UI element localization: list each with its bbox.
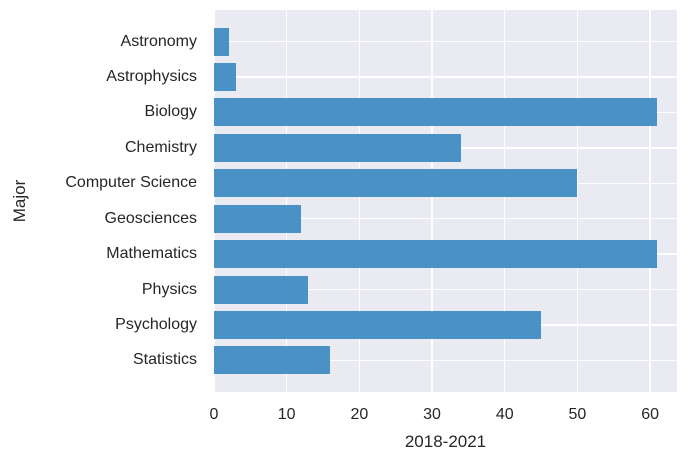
x-axis-label: 2018-2021 — [404, 432, 487, 451]
x-tick-label-60: 60 — [641, 406, 659, 423]
y-tick-label-biology: Biology — [144, 103, 197, 121]
bar-geosciences — [214, 204, 302, 233]
plot-area — [213, 10, 677, 392]
gridline-y-physics — [214, 288, 677, 291]
gridline-x-10 — [285, 10, 288, 392]
x-tick-label-20: 20 — [350, 406, 369, 423]
y-tick-label-physics: Physics — [141, 280, 197, 298]
y-tick-label-computer-science: Computer Science — [65, 174, 197, 192]
bar-chemistry — [214, 133, 462, 162]
bar-computer-science — [214, 169, 578, 198]
y-tick-label-chemistry: Chemistry — [124, 138, 197, 156]
gridline-x-20 — [358, 10, 361, 392]
bar-astrophysics — [214, 62, 236, 91]
x-tick-label-50: 50 — [568, 406, 587, 423]
x-tick-label-10: 10 — [277, 406, 296, 423]
gridline-x-40 — [503, 10, 506, 392]
gridline-x-50 — [576, 10, 579, 392]
bar-statistics — [214, 346, 331, 375]
y-tick-label-astronomy: Astronomy — [120, 32, 197, 50]
bar-mathematics — [214, 240, 658, 269]
x-tick-label-0: 0 — [209, 406, 219, 423]
gridline-x-60 — [649, 10, 651, 392]
y-tick-label-geosciences: Geosciences — [104, 209, 198, 227]
bar-astronomy — [214, 27, 229, 56]
y-tick-label-astrophysics: Astrophysics — [106, 67, 197, 85]
gridline-y-astrophysics — [214, 76, 677, 78]
x-tick-label-40: 40 — [495, 406, 514, 423]
y-tick-label-psychology: Psychology — [115, 316, 197, 334]
bar-physics — [214, 275, 309, 304]
gridline-y-geosciences — [214, 217, 677, 220]
gridline-y-statistics — [214, 359, 677, 362]
x-tick-label-30: 30 — [423, 406, 441, 423]
gridline-y-astronomy — [214, 40, 677, 43]
bar-biology — [214, 98, 658, 127]
y-tick-label-mathematics: Mathematics — [106, 245, 197, 263]
gridline-x-0 — [213, 10, 215, 392]
bar-psychology — [214, 311, 542, 340]
y-tick-label-statistics: Statistics — [132, 351, 197, 369]
gridline-x-30 — [431, 10, 433, 392]
